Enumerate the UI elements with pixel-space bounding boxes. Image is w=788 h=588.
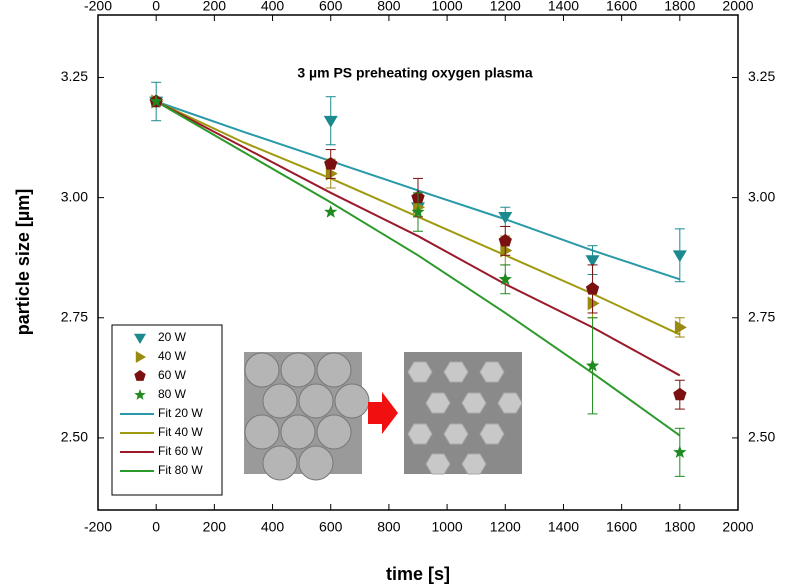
- legend-label: Fit 40 W: [158, 425, 203, 439]
- legend-label: 40 W: [158, 349, 187, 363]
- x-tick-label: 1600: [606, 519, 637, 535]
- x-tick-label: 1400: [548, 519, 579, 535]
- marker: [586, 282, 599, 295]
- y-tick-label-right: 2.75: [748, 308, 775, 324]
- x-tick-label-top: 1200: [490, 0, 521, 14]
- x-tick-label: 1800: [664, 519, 695, 535]
- x-tick-label-top: 1000: [432, 0, 463, 14]
- x-tick-label: 0: [152, 519, 160, 535]
- legend-label: 80 W: [158, 387, 187, 401]
- y-tick-label: 2.75: [61, 308, 88, 324]
- x-tick-label: 200: [203, 519, 227, 535]
- x-axis-label: time [s]: [386, 564, 450, 584]
- x-tick-label: 2000: [722, 519, 753, 535]
- x-tick-label-top: 0: [152, 0, 160, 14]
- y-tick-label: 3.00: [61, 188, 88, 204]
- fit-line: [156, 102, 680, 376]
- inset-before: [244, 352, 369, 480]
- x-tick-label: 1000: [432, 519, 463, 535]
- y-tick-label-right: 2.50: [748, 429, 775, 445]
- x-tick-label-top: 600: [319, 0, 343, 14]
- marker: [673, 250, 687, 262]
- x-tick-label: 400: [261, 519, 285, 535]
- x-tick-label: -200: [84, 519, 112, 535]
- marker: [675, 320, 687, 334]
- x-tick-label-top: 2000: [722, 0, 753, 14]
- marker: [324, 116, 338, 128]
- x-tick-label-top: 400: [261, 0, 285, 14]
- legend-label: Fit 20 W: [158, 406, 203, 420]
- legend-label: Fit 80 W: [158, 463, 203, 477]
- x-tick-label: 1200: [490, 519, 521, 535]
- x-tick-label-top: 1400: [548, 0, 579, 14]
- marker: [324, 205, 337, 218]
- x-tick-label-top: 200: [203, 0, 227, 14]
- x-tick-label-top: -200: [84, 0, 112, 14]
- y-axis-label: particle size [µm]: [13, 189, 33, 335]
- x-tick-label-top: 1600: [606, 0, 637, 14]
- inset-after: [404, 352, 522, 474]
- legend-label: 20 W: [158, 330, 187, 344]
- legend-label: Fit 60 W: [158, 444, 203, 458]
- marker: [588, 296, 600, 310]
- x-tick-label-top: 800: [377, 0, 401, 14]
- chart-title: 3 µm PS preheating oxygen plasma: [297, 65, 532, 81]
- x-tick-label: 600: [319, 519, 343, 535]
- y-tick-label-right: 3.25: [748, 68, 775, 84]
- inset-arrow: [368, 392, 398, 434]
- x-tick-label: 800: [377, 519, 401, 535]
- legend-label: 60 W: [158, 368, 187, 382]
- x-tick-label-top: 1800: [664, 0, 695, 14]
- y-tick-label: 2.50: [61, 429, 88, 445]
- marker: [673, 388, 686, 401]
- chart: 3 µm PS preheating oxygen plasma time [s…: [0, 0, 788, 588]
- y-tick-label-right: 3.00: [748, 188, 775, 204]
- y-tick-label: 3.25: [61, 68, 88, 84]
